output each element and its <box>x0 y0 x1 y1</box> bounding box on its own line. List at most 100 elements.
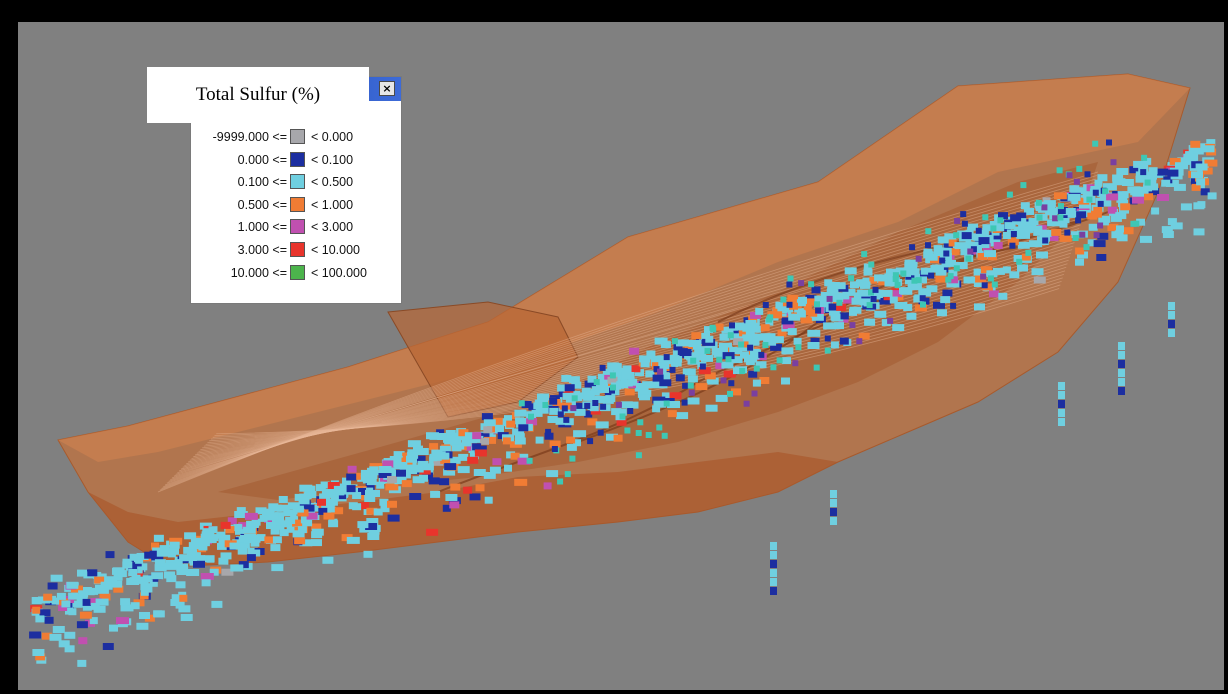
drillhole-block <box>190 537 203 545</box>
drillhole-block <box>1088 223 1098 231</box>
drillhole-block <box>658 362 670 369</box>
drillhole-block <box>587 375 597 383</box>
drillhole-block <box>848 275 855 282</box>
drillhole-block <box>1202 167 1213 175</box>
drillhole-block <box>568 376 580 384</box>
drillhole-block <box>335 488 345 496</box>
drillhole-block <box>512 428 525 436</box>
drillhole-block <box>937 236 949 244</box>
drillhole-block <box>777 329 787 337</box>
drillhole-block <box>737 323 749 331</box>
drillhole-block <box>1170 222 1183 230</box>
drillhole-block <box>636 383 646 390</box>
drillhole-block <box>934 247 946 255</box>
drillhole-block <box>1072 235 1079 241</box>
drillhole-block <box>1118 360 1125 368</box>
legend-window[interactable]: × Total Sulfur (%) -9999.000 <= < 0.000 0.… <box>147 67 402 304</box>
drillhole-block <box>64 631 76 639</box>
drillhole-block <box>1203 145 1215 153</box>
drillhole-block <box>584 410 593 418</box>
drillhole-block <box>129 553 143 561</box>
drillhole-block <box>170 599 183 606</box>
drillhole-block <box>186 569 200 576</box>
drillhole-block <box>389 456 403 463</box>
drillhole-block <box>352 503 362 511</box>
drillhole-block <box>566 436 576 444</box>
drillhole-block <box>1058 418 1065 426</box>
drillhole-block <box>1157 194 1169 201</box>
drillhole-block <box>687 375 698 383</box>
drillhole-block <box>675 374 685 382</box>
drillhole-block <box>178 605 191 613</box>
drillhole-block <box>1082 191 1094 199</box>
drillhole-block <box>409 493 422 500</box>
drillhole-block <box>665 355 677 362</box>
legend-item-lower-bound: 0.100 <= <box>237 175 287 190</box>
drillhole-block <box>186 554 197 561</box>
drillhole-block <box>742 334 753 342</box>
drillhole-block <box>943 241 953 249</box>
legend-item-upper-bound: < 0.100 <box>311 152 354 167</box>
drillhole-block <box>283 509 297 517</box>
drillhole-block <box>297 509 309 517</box>
drillhole-block <box>557 411 564 418</box>
drillhole-block <box>911 277 918 284</box>
close-icon[interactable]: × <box>379 81 395 96</box>
drillhole-block <box>770 569 777 577</box>
drillhole-block <box>236 507 246 515</box>
drillhole-block <box>429 443 439 451</box>
drillhole-block <box>484 496 493 504</box>
drillhole-block <box>202 528 215 536</box>
drillhole-block <box>570 390 581 398</box>
drillhole-block <box>892 272 899 279</box>
drillhole-block <box>915 255 922 262</box>
drillhole-block <box>255 507 267 515</box>
drillhole-block <box>690 357 697 364</box>
drillhole-block <box>1148 188 1160 196</box>
drillhole-block <box>378 466 392 473</box>
drillhole-block <box>416 455 426 463</box>
drillhole-block <box>787 275 794 282</box>
drillhole-block <box>824 335 831 342</box>
drillhole-block <box>1191 171 1203 179</box>
drillhole-block <box>793 337 802 345</box>
drillhole-block <box>140 588 149 596</box>
drillhole-block <box>504 464 512 472</box>
drillhole-block <box>903 304 913 311</box>
pit-model-scene[interactable] <box>18 22 1224 690</box>
legend-title: Total Sulfur (%) <box>147 67 369 123</box>
drillhole-block <box>842 296 853 304</box>
drillhole-block <box>433 458 444 466</box>
drillhole-block <box>109 624 118 632</box>
legend-swatch <box>290 219 305 235</box>
drillhole-block <box>583 390 595 398</box>
drillhole-block <box>469 452 479 460</box>
drillhole-block <box>1169 157 1181 165</box>
drillhole-block <box>1190 140 1201 148</box>
drillhole-block <box>723 370 736 378</box>
drillhole-block <box>270 544 281 552</box>
drillhole-block <box>652 374 664 382</box>
drillhole-block <box>743 400 750 407</box>
drillhole-block <box>47 582 58 590</box>
drillhole-block <box>573 430 587 438</box>
drillhole-block <box>136 553 149 560</box>
drillhole-block <box>720 345 728 353</box>
drillhole-block <box>387 514 400 522</box>
drillhole-block <box>514 433 525 441</box>
drillhole-block <box>622 365 632 373</box>
drillhole-block <box>1151 207 1160 215</box>
drillhole-block <box>1147 183 1159 191</box>
drillhole-block <box>981 241 990 249</box>
drillhole-block <box>781 377 790 385</box>
drillhole-block <box>78 590 89 598</box>
drillhole-block <box>1036 214 1043 221</box>
3d-viewport[interactable] <box>18 22 1224 690</box>
drillhole-block <box>904 259 918 267</box>
drillhole-block <box>129 562 142 570</box>
drillhole-block <box>52 626 65 633</box>
drillhole-block <box>981 282 988 289</box>
drillhole-block <box>770 560 777 568</box>
drillhole-block <box>1033 228 1043 236</box>
drillhole-block <box>1143 157 1152 165</box>
